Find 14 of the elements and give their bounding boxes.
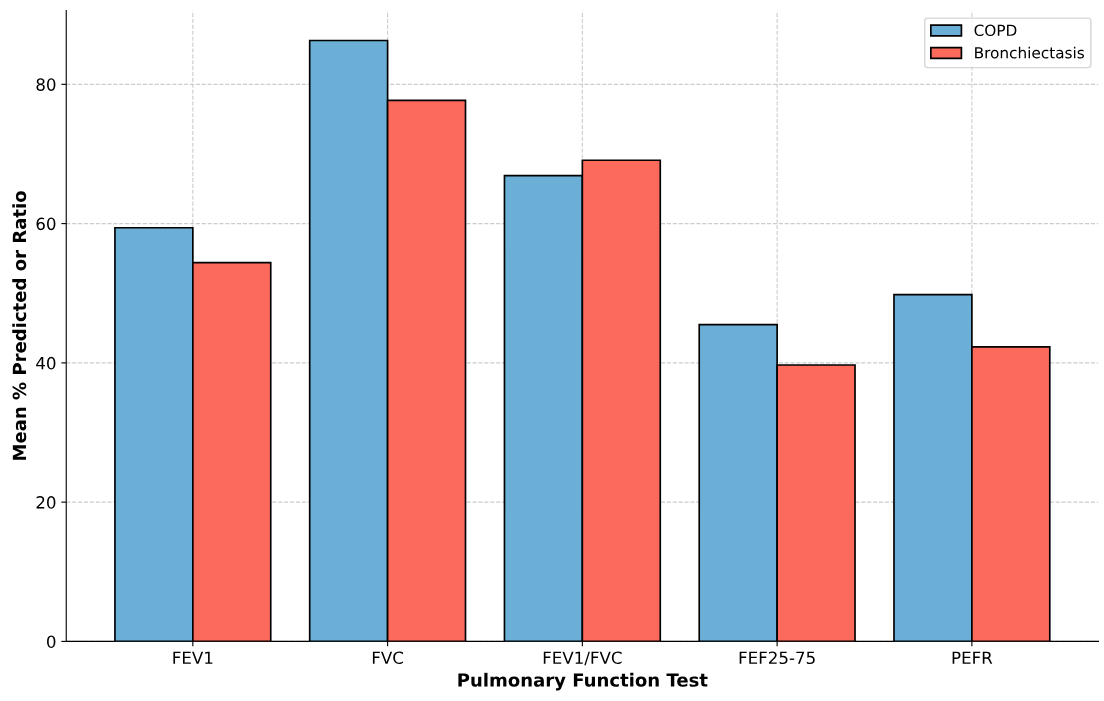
legend-label: COPD <box>974 24 1017 37</box>
x-tick-label: FEF25-75 <box>739 651 815 665</box>
y-tick-label: 0 <box>47 635 56 648</box>
legend-label: Bronchiectasis <box>975 46 1084 59</box>
x-axis-title: Pulmonary Function Test <box>458 672 708 691</box>
x-tick-label: FVC <box>372 651 404 665</box>
x-tick-label: FEV1 <box>173 651 213 664</box>
y-tick-label: 60 <box>36 217 56 231</box>
y-axis-title: Mean % Predicted or Ratio <box>12 191 27 460</box>
x-tick-label: PEFR <box>952 651 993 664</box>
y-tick-label: 40 <box>36 356 56 370</box>
y-tick-label: 80 <box>36 78 56 91</box>
x-tick-label: FEV1/FVC <box>543 651 622 666</box>
y-tick-label: 20 <box>36 496 56 509</box>
